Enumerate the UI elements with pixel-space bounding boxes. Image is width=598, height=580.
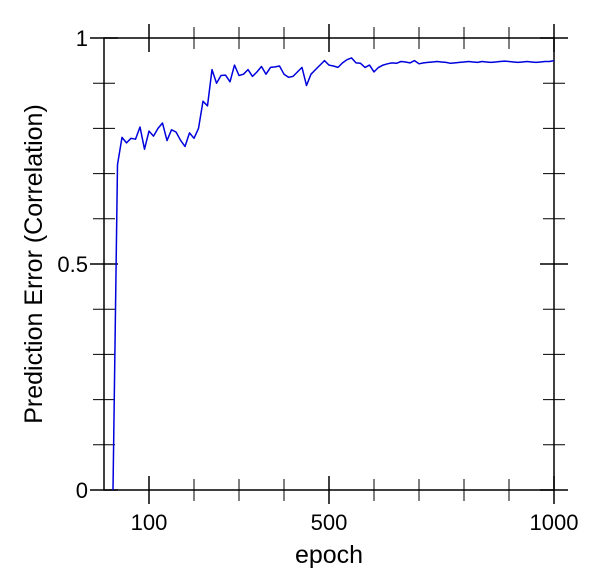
x-tick-label: 1000 — [530, 510, 579, 535]
series-line — [112, 57, 555, 491]
series-layer — [112, 57, 555, 491]
y-axis-label: Prediction Error (Correlation) — [20, 104, 48, 424]
plot-frame — [103, 37, 555, 491]
y-tick-label: 1 — [76, 26, 88, 51]
x-axis-label: epoch — [295, 541, 363, 569]
y-tick-label: 0 — [76, 478, 88, 503]
x-tick-label: 100 — [131, 510, 168, 535]
minor-ticks — [93, 27, 565, 501]
major-ticks — [90, 24, 568, 504]
y-tick-label: 0.5 — [57, 252, 88, 277]
x-tick-label: 500 — [311, 510, 348, 535]
tick-labels: 0 0.5 1 100 500 1000 — [57, 26, 578, 535]
